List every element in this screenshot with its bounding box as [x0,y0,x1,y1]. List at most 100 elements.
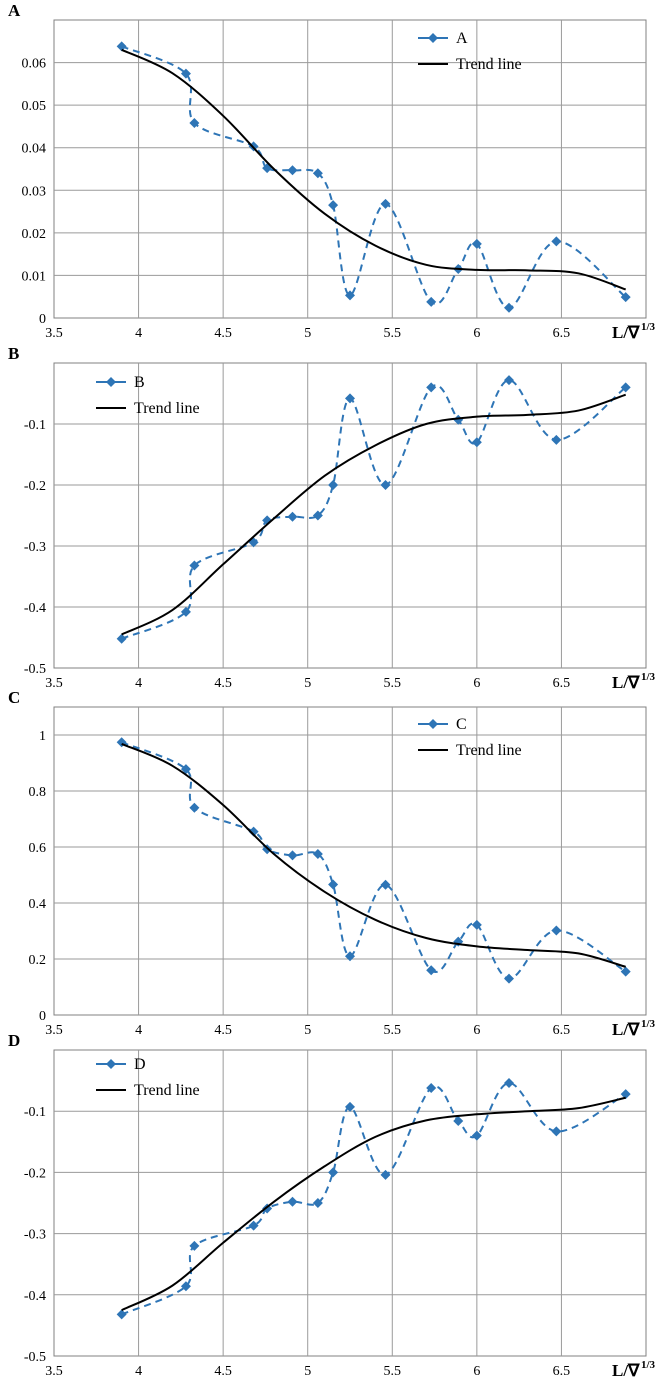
x-tick-label: 4 [135,1023,142,1038]
x-tick-label: 5.5 [384,1023,402,1038]
panel-label: B [8,344,19,363]
data-point-marker [426,382,437,393]
x-tick-label: 3.5 [45,676,63,691]
legend-entry-label: Trend line [456,56,522,73]
x-tick-label: 4.5 [214,1023,232,1038]
x-axis-label: L/∇ [612,1020,640,1039]
x-tick-label: 5 [304,676,311,691]
data-point-marker [312,1198,323,1208]
data-point-marker [328,879,339,890]
data-point-marker [380,879,391,890]
data-point-marker [189,118,200,129]
x-tick-label: 5.5 [384,676,402,691]
data-point-marker [551,925,562,936]
x-axis-label: L/∇ [612,323,640,342]
data-point-marker [551,236,562,247]
data-point-marker [248,1220,259,1231]
legend-entry-label: D [134,1056,146,1073]
data-point-marker [345,290,355,301]
trend-line [121,48,627,291]
y-tick-label: -0.3 [24,1228,46,1243]
data-point-marker [503,973,514,984]
data-point-marker [189,1240,200,1251]
legend: D Trend line [96,1056,200,1099]
x-tick-label: 4 [135,676,142,691]
data-point-marker [620,966,631,977]
legend: C Trend line [418,716,522,759]
panel-label: A [8,1,21,20]
y-tick-label: 0 [39,312,46,327]
x-tick-label: 4 [135,326,142,341]
plot-area [53,19,647,319]
y-tick-label: 0.01 [22,269,47,284]
data-point-marker [426,1082,437,1093]
data-point-marker [453,1115,464,1126]
x-axis-label: L/∇ [612,673,640,692]
legend-entry-label: Trend line [456,742,522,759]
panel-label: C [8,688,20,707]
series-line-b [121,379,627,640]
chart-panel-c: 0 0.2 0.4 0.6 0.8 1 3.5 4 4.5 5 5.5 6 6.5 C L/∇ 1/3 C Tre… [8,688,656,1039]
data-point-marker [312,510,323,521]
x-tick-label: 6 [473,676,480,691]
y-tick-label: 0.02 [22,227,47,242]
y-tick-label: -0.3 [24,540,46,555]
legend: A Trend line [418,30,522,73]
legend-entry-label: Trend line [134,400,200,417]
data-point-marker [189,802,200,813]
chart-panel-d: -0.5 -0.4 -0.3 -0.2 -0.1 3.5 4 4.5 5 5.5 6 6.5 D L/∇ 1… [8,1031,656,1380]
x-axis-label-exponent: 1/3 [641,671,656,683]
x-tick-label: 5 [304,1364,311,1379]
data-point-marker [180,68,191,79]
data-point-marker [551,434,562,445]
data-point-marker [328,480,339,490]
y-tick-label: 0.03 [22,184,47,199]
chart-panel-a: 0 0.01 0.02 0.03 0.04 0.05 0.06 3.5 4 4.5 5 5.5 6 6.5… [8,1,656,342]
legend-marker [106,1059,116,1069]
x-tick-label: 6.5 [553,676,571,691]
data-point-marker [345,393,355,404]
x-tick-label: 6 [473,326,480,341]
x-axis-label: L/∇ [612,1361,640,1380]
data-point-marker [620,1089,631,1100]
y-tick-label: -0.2 [24,479,46,494]
x-axis-label-exponent: 1/3 [641,321,656,333]
trend-line [121,393,627,636]
x-tick-label: 4.5 [214,676,232,691]
series-line-c [121,741,627,980]
data-point-marker [328,200,339,211]
legend-marker [106,377,116,387]
x-tick-label: 4.5 [214,326,232,341]
data-point-marker [620,382,631,393]
legend-entry-label: B [134,374,145,391]
panel-label: D [8,1031,20,1050]
data-point-marker [312,168,323,179]
data-point-marker [503,1078,514,1089]
x-tick-label: 6.5 [553,326,571,341]
data-point-marker [287,850,298,861]
plot-area [53,1049,647,1357]
data-point-marker [345,951,355,962]
x-tick-label: 5 [304,1023,311,1038]
x-axis-label-exponent: 1/3 [641,1018,656,1030]
data-point-marker [287,165,298,176]
data-point-marker [116,633,127,644]
y-tick-label: -0.4 [24,601,46,616]
data-point-marker [551,1126,562,1137]
plot-area [53,706,647,1016]
data-point-marker [426,965,437,976]
data-point-marker [248,826,259,837]
legend-entry-label: Trend line [134,1082,200,1099]
data-point-marker [180,764,191,775]
data-point-marker [471,238,482,249]
x-tick-label: 6.5 [553,1364,571,1379]
legend-marker [428,719,438,729]
x-tick-label: 6 [473,1023,480,1038]
legend-entry-label: C [456,716,467,733]
legend: B Trend line [96,374,200,417]
legend-marker [428,33,438,43]
x-tick-label: 6.5 [553,1023,571,1038]
data-point-marker [116,41,127,52]
x-tick-label: 3.5 [45,1364,63,1379]
